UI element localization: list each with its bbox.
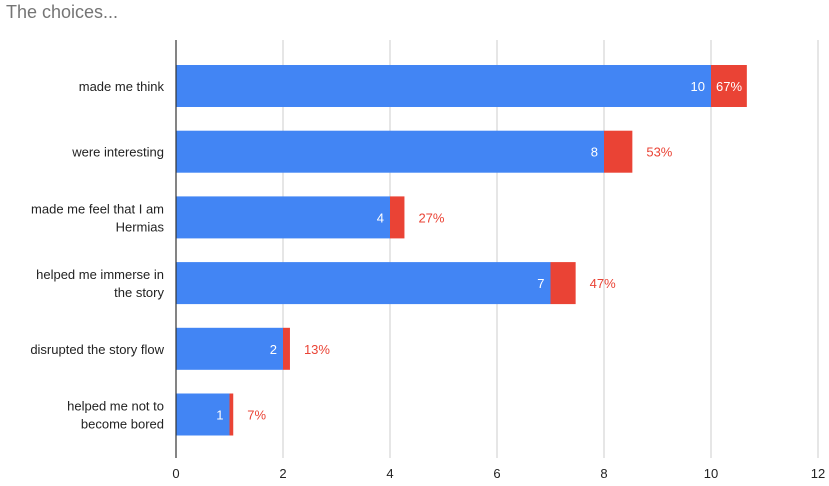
bar-percent xyxy=(390,196,405,239)
category-label: helped me not to xyxy=(67,399,164,414)
bar-percent xyxy=(711,65,747,107)
bar-count xyxy=(176,65,711,107)
bar-value-label: 8 xyxy=(591,145,598,160)
bar-percent xyxy=(283,327,290,370)
x-tick-label: 12 xyxy=(811,466,825,481)
x-tick-label: 0 xyxy=(172,466,179,481)
category-label: made me feel that I am xyxy=(31,201,164,216)
x-tick-label: 2 xyxy=(279,466,286,481)
category-label: were interesting xyxy=(71,145,164,160)
bar-percent-label: 47% xyxy=(590,276,616,291)
bar-value-label: 2 xyxy=(270,342,277,357)
bar-value-label: 10 xyxy=(691,79,705,94)
bar-count xyxy=(176,262,551,305)
bar-count xyxy=(176,393,230,436)
category-label: made me think xyxy=(79,79,165,94)
chart-title: The choices... xyxy=(6,2,119,22)
bar-value-label: 4 xyxy=(377,210,384,225)
category-label: become bored xyxy=(81,417,164,432)
bar-percent-label: 67% xyxy=(716,79,742,94)
bar-percent xyxy=(604,130,633,173)
bar-percent-label: 13% xyxy=(304,342,330,357)
bar-percent-label: 7% xyxy=(247,408,266,423)
bar-percent-label: 27% xyxy=(418,210,444,225)
x-tick-label: 10 xyxy=(704,466,718,481)
bar-value-label: 1 xyxy=(216,408,223,423)
bar-count xyxy=(176,196,390,239)
bar-count xyxy=(176,130,604,173)
x-tick-label: 8 xyxy=(600,466,607,481)
bar-value-label: 7 xyxy=(537,276,544,291)
bar-count xyxy=(176,327,283,370)
bar-percent-label: 53% xyxy=(646,145,672,160)
category-label: helped me immerse in xyxy=(36,267,164,282)
category-label: the story xyxy=(114,285,164,300)
bar-percent xyxy=(229,393,234,436)
bar-percent xyxy=(550,262,576,305)
category-label: disrupted the story flow xyxy=(30,342,164,357)
x-tick-label: 4 xyxy=(386,466,393,481)
x-tick-label: 6 xyxy=(493,466,500,481)
category-label: Hermias xyxy=(116,219,165,234)
